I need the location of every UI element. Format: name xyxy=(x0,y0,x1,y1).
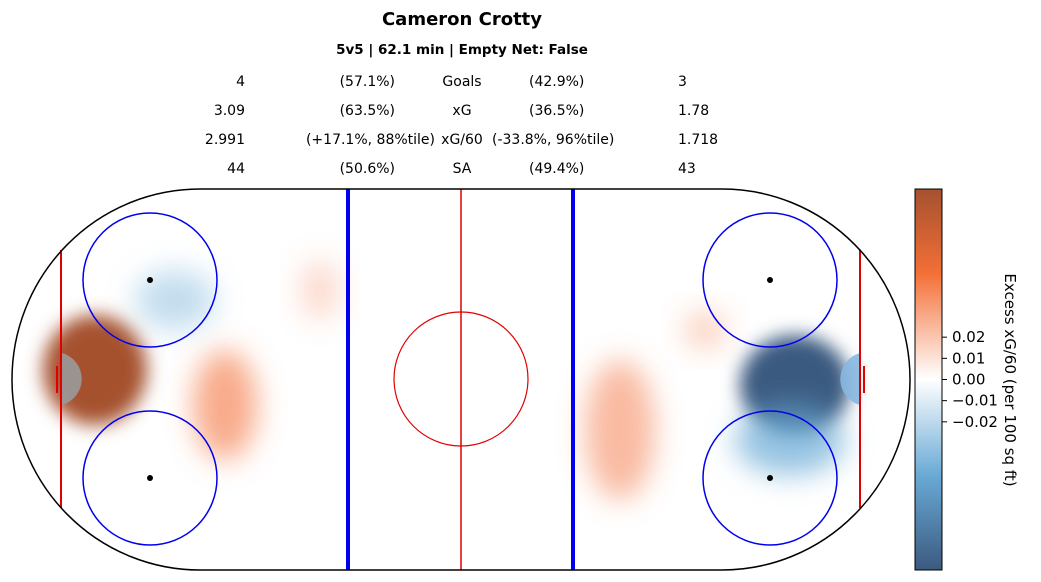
xg-left-value: 3.09 xyxy=(213,103,245,119)
right-crease xyxy=(840,353,860,405)
colorbar-tick-label: 0.01 xyxy=(952,349,985,367)
heatmap-hotspot-right-positive xyxy=(585,360,655,500)
goals-label: Goals xyxy=(442,74,482,90)
xg60-right-value: 1.718 xyxy=(678,132,719,148)
center-circle xyxy=(393,311,529,447)
chart-subtitle: 5v5 | 62.1 min | Empty Net: False xyxy=(336,42,588,58)
goals-right-value: 3 xyxy=(678,74,687,90)
heatmap-hotspot-left-positive xyxy=(43,315,147,425)
colorbar-label: Excess xG/60 (per 100 sq ft) xyxy=(1001,273,1019,487)
faceoff-dot-left-top xyxy=(147,277,153,283)
heatmap-hotspot-right-negative xyxy=(735,405,845,475)
xg-left-pct: (63.5%) xyxy=(339,103,395,119)
goals-left-value: 4 xyxy=(236,74,245,90)
sa-left-value: 44 xyxy=(227,161,245,177)
faceoff-circle-right-bottom xyxy=(702,410,838,546)
faceoff-dot-left-bottom xyxy=(147,475,153,481)
colorbar-tick-label: 0.00 xyxy=(952,371,985,389)
heatmap-hotspot-left-negative xyxy=(135,270,215,330)
colorbar-tick-label: −0.02 xyxy=(952,413,998,431)
heatmap-hotspot-left-positive xyxy=(300,260,340,320)
faceoff-circle-left-bottom xyxy=(82,410,218,546)
rink-boards xyxy=(11,188,911,571)
xg-right-pct: (36.5%) xyxy=(529,103,585,119)
xg-right-value: 1.78 xyxy=(678,103,710,119)
sa-left-pct: (50.6%) xyxy=(339,161,395,177)
goals-left-pct: (57.1%) xyxy=(339,74,395,90)
faceoff-circle-left-top xyxy=(82,212,218,348)
heatmap-hotspot-right-positive xyxy=(683,310,727,350)
sa-right-pct: (49.4%) xyxy=(529,161,585,177)
colorbar: 0.02 0.01 0.00 −0.01 −0.02 xyxy=(914,188,998,571)
faceoff-circle-right-top xyxy=(702,212,838,348)
heatmap-hotspot-left-positive xyxy=(193,350,257,460)
goals-right-pct: (42.9%) xyxy=(529,74,585,90)
xg60-right-pct: (-33.8%, 96%tile) xyxy=(492,132,615,148)
xg60-left-value: 2.991 xyxy=(204,132,245,148)
heatmap-layer xyxy=(43,260,850,500)
rink-markings xyxy=(11,188,911,571)
xg60-label: xG/60 xyxy=(441,132,483,148)
faceoff-dot-right-bottom xyxy=(767,475,773,481)
xg-label: xG xyxy=(452,103,472,119)
chart-title: Cameron Crotty xyxy=(381,9,543,30)
colorbar-tick-label: 0.02 xyxy=(952,328,985,346)
sa-label: SA xyxy=(452,161,472,177)
colorbar-gradient xyxy=(914,188,943,571)
left-crease xyxy=(62,353,82,405)
sa-right-value: 43 xyxy=(678,161,696,177)
colorbar-tick-label: −0.01 xyxy=(952,392,998,410)
faceoff-dot-right-top xyxy=(767,277,773,283)
xg60-left-pct: (+17.1%, 88%tile) xyxy=(305,132,435,148)
